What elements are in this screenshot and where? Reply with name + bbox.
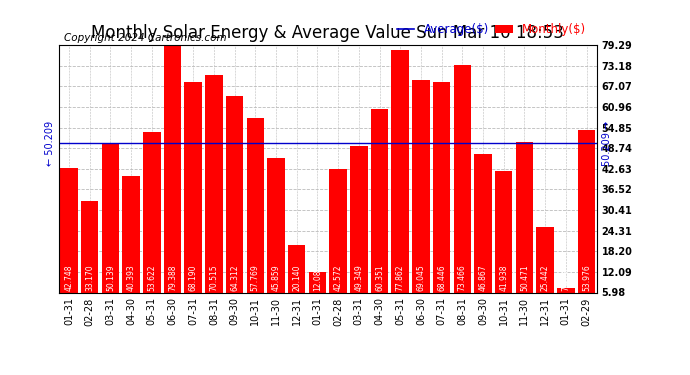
Text: Copyright 2024 Cartronics.com: Copyright 2024 Cartronics.com <box>64 33 226 42</box>
Text: 41.938: 41.938 <box>499 264 509 291</box>
Text: 68.190: 68.190 <box>188 264 198 291</box>
Bar <box>536 227 554 313</box>
Bar <box>267 158 285 313</box>
Bar <box>288 245 306 313</box>
Bar <box>474 154 492 313</box>
Bar <box>578 130 595 313</box>
Text: 60.351: 60.351 <box>375 264 384 291</box>
Bar <box>308 272 326 313</box>
Bar <box>391 50 409 313</box>
Bar <box>164 45 181 313</box>
Text: 7.415: 7.415 <box>561 269 571 291</box>
Text: ← 50.209: ← 50.209 <box>46 121 55 166</box>
Bar <box>350 146 368 313</box>
Bar <box>246 118 264 313</box>
Bar <box>453 64 471 313</box>
Text: 69.045: 69.045 <box>416 264 426 291</box>
Bar <box>515 142 533 313</box>
Text: 53.976: 53.976 <box>582 264 591 291</box>
Bar <box>412 80 430 313</box>
Bar <box>101 143 119 313</box>
Bar <box>122 176 140 313</box>
Bar <box>371 109 388 313</box>
Legend: Average($), Monthly($): Average($), Monthly($) <box>392 19 591 41</box>
Text: 40.393: 40.393 <box>126 264 136 291</box>
Text: 42.748: 42.748 <box>64 264 74 291</box>
Text: 68.446: 68.446 <box>437 264 446 291</box>
Title: Monthly Solar Energy & Average Value Sun Mar 10 18:53: Monthly Solar Energy & Average Value Sun… <box>91 24 564 42</box>
Bar <box>81 201 99 313</box>
Text: 57.769: 57.769 <box>250 264 260 291</box>
Bar <box>143 132 161 313</box>
Text: 64.312: 64.312 <box>230 264 239 291</box>
Bar <box>557 288 575 313</box>
Text: 50.471: 50.471 <box>520 264 529 291</box>
Text: 45.859: 45.859 <box>271 264 281 291</box>
Text: 53.622: 53.622 <box>147 264 157 291</box>
Bar <box>433 82 451 313</box>
Text: 33.170: 33.170 <box>85 264 95 291</box>
Text: 79.388: 79.388 <box>168 264 177 291</box>
Text: 20.140: 20.140 <box>292 264 302 291</box>
Bar <box>184 82 202 313</box>
Bar <box>60 168 78 313</box>
Text: 50.209 →: 50.209 → <box>602 121 612 166</box>
Text: 25.442: 25.442 <box>540 264 550 291</box>
Text: 12.086: 12.086 <box>313 264 322 291</box>
Text: 50.139: 50.139 <box>106 264 115 291</box>
Bar <box>226 96 244 313</box>
Bar <box>329 169 347 313</box>
Bar <box>205 75 223 313</box>
Text: 49.349: 49.349 <box>354 264 364 291</box>
Text: 77.862: 77.862 <box>395 264 405 291</box>
Text: 70.515: 70.515 <box>209 264 219 291</box>
Text: 46.867: 46.867 <box>478 264 488 291</box>
Bar <box>495 171 513 313</box>
Text: 73.466: 73.466 <box>457 264 467 291</box>
Text: 42.572: 42.572 <box>333 264 343 291</box>
